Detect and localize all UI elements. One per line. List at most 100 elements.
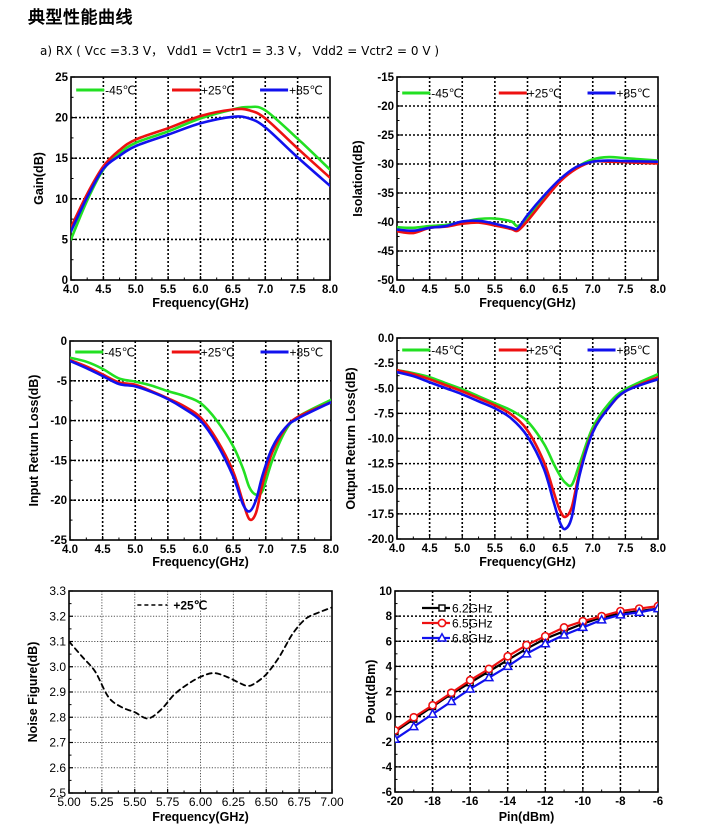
data-point-marker [483,671,495,682]
data-point-marker [446,695,457,706]
x-tick-label: -14 [499,796,516,808]
legend-label: +85℃ [617,344,651,358]
x-axis-label: Frequency(GHz) [152,810,249,824]
y-axis: -6 -4 -2 0 2 4 6 8 10 [379,586,399,799]
data-point-marker [427,708,438,718]
y-tick-label: -35 [377,188,394,200]
data-point-marker [633,606,645,617]
legend-label: +25℃ [201,346,235,360]
series-line-45 [397,155,658,230]
x-axis: 4.0 4.5 5.0 5.5 6.0 6.5 7.0 7.5 8.0 [389,276,666,296]
x-tick-label: 6.5 [225,544,242,556]
x-axis: 4.0 4.5 5.0 5.5 6.0 6.5 7.0 7.5 8.0 [389,535,666,555]
x-tick-label: 7.0 [585,284,601,296]
y-tick-label: -20 [377,101,394,113]
x-tick-label: 5.5 [487,284,504,296]
legend-label: 6.8GHz [452,632,493,646]
x-tick-label: -18 [424,796,441,808]
legend-label: +25℃ [173,599,207,613]
y-tick-label: 0 [62,275,68,287]
x-tick-label: 6.5 [552,543,569,555]
data-point-marker [558,629,570,639]
y-tick-label: -4 [382,762,393,774]
data-point-marker [503,651,513,661]
series-group [70,356,331,522]
data-point-marker [395,733,401,743]
data-point-marker [596,614,607,624]
series-group [71,105,330,241]
legend-label: -45℃ [104,346,135,360]
x-axis: -20 -18 -16 -14 -12 -10 -8 -6 [387,788,663,808]
y-axis-label: Pout(dBm) [364,660,378,724]
grid [395,591,658,792]
legend-label: +85℃ [289,84,323,98]
y-tick-label: 2.7 [49,736,66,750]
x-tick-label: 5.0 [454,284,470,296]
y-axis-label: Noise Figure(dB) [26,642,40,743]
x-tick-label: 4.5 [422,543,439,555]
x-tick-label: 4.0 [62,544,78,556]
x-tick-label: 4.0 [63,284,79,296]
legend-label: +85℃ [617,87,651,101]
y-tick-label: -5 [57,376,68,388]
x-tick-label: 4.0 [389,284,405,296]
x-tick-label: 6.50 [255,795,279,809]
legend: +25℃ [137,599,207,613]
legend-marker [438,604,446,612]
page-subtitle: a) RX ( Vcc =3.3 V， Vdd1 = Vctr1 = 3.3 V… [40,44,440,58]
x-tick-label: 7.5 [290,284,307,296]
x-tick-label: 7.5 [617,284,634,296]
y-tick-label: 15 [55,153,68,165]
x-tick-label: 8.0 [650,284,666,296]
x-tick-label: 4.0 [389,543,405,555]
x-tick-label: 4.5 [95,284,112,296]
series-group [395,601,658,743]
x-axis-label: Frequency(GHz) [479,296,576,310]
x-tick-label: 7.0 [257,284,273,296]
x-axis-label: Frequency(GHz) [152,555,249,569]
x-tick-label: 5.00 [57,795,81,809]
x-tick-label: 6.00 [189,795,213,809]
y-tick-label: 2.9 [49,685,66,699]
data-point-marker [465,675,475,685]
x-tick-label: 8.0 [322,284,338,296]
y-tick-label: 0 [61,336,67,348]
x-tick-label: 6.0 [193,544,209,556]
legend: -45℃ +25℃ +85℃ [402,87,650,101]
y-tick-label: 25 [55,72,68,84]
x-tick-label: -20 [387,796,404,808]
y-tick-label: -25 [377,130,394,142]
series-line-25 [70,358,331,522]
y-axis: 2.5 2.6 2.7 2.8 2.9 3.0 3.1 3.2 3.3 [49,584,73,800]
data-point-marker [484,664,494,674]
y-tick-label: 3.2 [49,609,66,623]
legend-marker [436,632,448,642]
x-tick-label: 6.0 [520,284,536,296]
y-tick-label: 3.3 [49,584,66,598]
x-tick-label: 7.0 [258,544,274,556]
series-line-25 [71,107,330,229]
y-tick-label: 3.1 [49,635,66,649]
series-line-85 [397,370,658,531]
x-tick-label: 6.25 [222,795,246,809]
series-line-25 [69,606,332,720]
x-tick-label: 6.5 [552,284,569,296]
x-tick-label: 7.00 [320,795,344,809]
x-tick-label: -6 [653,796,663,808]
grid [70,341,331,540]
y-tick-label: 8 [386,611,393,623]
legend: -45℃ +25℃ +85℃ [402,344,650,358]
data-point-marker [446,688,456,698]
y-tick-label: -2 [382,737,392,749]
y-axis: -20.0 -17.5 -15.0 -12.5 -10.0 -7.5 -5.0 -2.5 0.0 [368,333,401,546]
x-tick-label: 4.5 [422,284,439,296]
y-tick-label: -30 [377,159,394,171]
series-group [397,155,658,235]
x-tick-label: 7.0 [585,543,601,555]
x-tick-label: 5.50 [123,795,147,809]
data-point-marker [395,726,400,735]
x-axis-label: Frequency(GHz) [152,296,249,310]
legend-label: 6.5GHz [452,617,493,631]
